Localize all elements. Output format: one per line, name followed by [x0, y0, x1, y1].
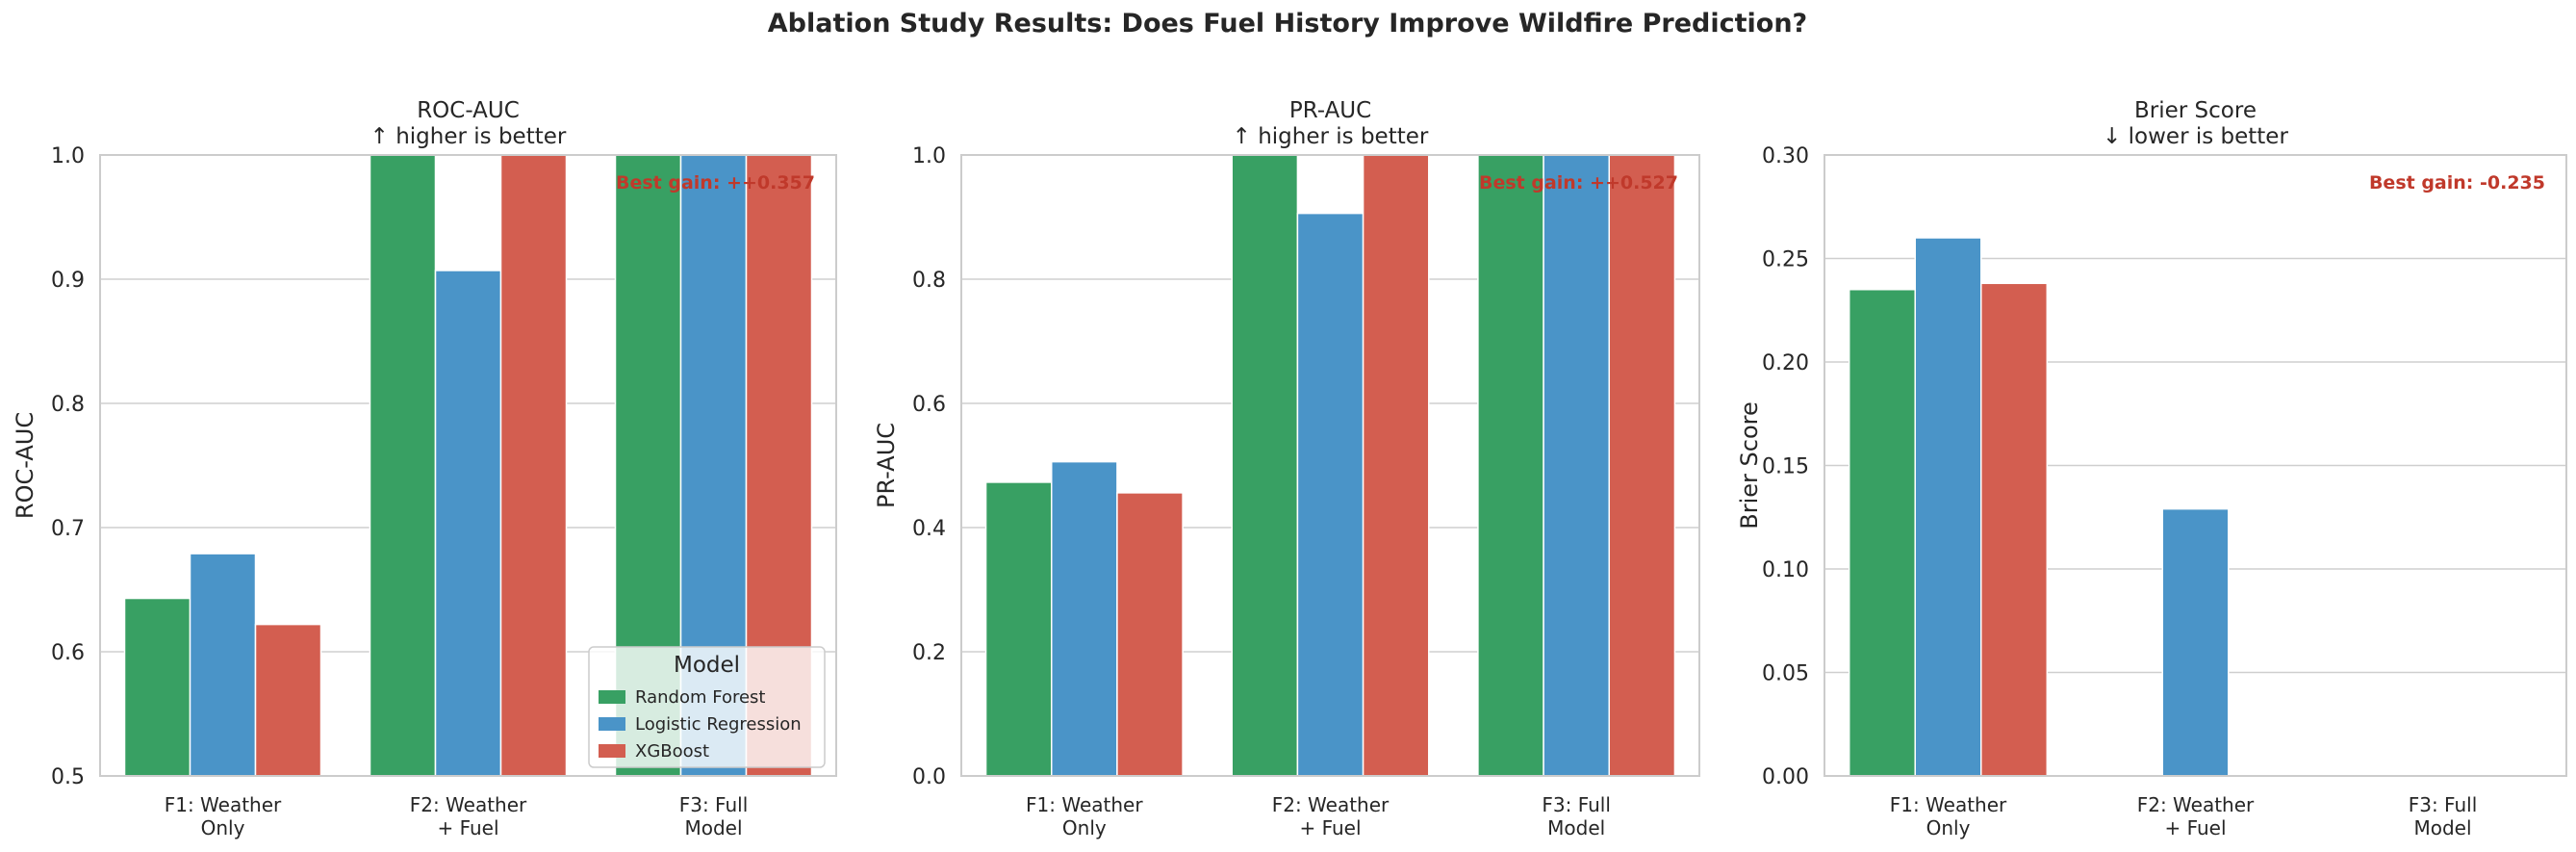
y-tick-label: 0.5	[51, 765, 85, 789]
best-gain-annotation: Best gain: ++0.527	[1479, 172, 1678, 194]
legend-box	[588, 646, 826, 768]
bar-logistic-regression-2	[1296, 212, 1365, 777]
y-tick-label: 0.00	[1762, 765, 1809, 789]
x-tick-label: F1: Weather Only	[1890, 793, 2007, 839]
bar-xgboost-2	[1362, 154, 1430, 777]
bar-random-forest-1	[1848, 289, 1916, 777]
bar-xgboost-1	[1116, 492, 1184, 777]
figure-suptitle: Ablation Study Results: Does Fuel Histor…	[768, 9, 1807, 39]
bar-logistic-regression-1	[1914, 237, 1982, 777]
y-tick-label: 0.25	[1762, 248, 1809, 272]
bar-random-forest-1	[984, 481, 1053, 777]
panel-brier-score: 0.00 0.05 0.10 0.15 0.20 0.25 0.30 F1: Weather O…	[1736, 98, 2567, 839]
bar-logistic-regression-1	[189, 553, 257, 777]
bar-logistic-regression-1	[1050, 460, 1118, 777]
y-tick-label: 0.2	[912, 641, 946, 665]
y-axis-label: PR-AUC	[873, 423, 900, 508]
legend-label-logistic-regression: Logistic Regression	[635, 714, 802, 735]
y-axis-label: ROC-AUC	[12, 412, 38, 519]
best-gain-annotation: Best gain: -0.235	[2369, 172, 2545, 194]
bar-xgboost-3	[1608, 154, 1676, 777]
y-tick-label: 0.0	[912, 765, 946, 789]
x-tick-label: F2: Weather + Fuel	[2137, 793, 2255, 839]
y-tick-label: 0.8	[51, 393, 85, 417]
y-tick-label: 0.7	[51, 517, 85, 541]
legend-swatch-logistic-regression	[599, 717, 625, 731]
y-tick-label: 0.4	[912, 517, 946, 541]
y-tick-label: 0.6	[912, 393, 946, 417]
y-tick-label: 1.0	[912, 144, 946, 168]
bar-random-forest-1	[123, 597, 191, 777]
panel-title: PR-AUC ↑ higher is better	[1233, 98, 1429, 149]
y-tick-label: 0.8	[912, 269, 946, 293]
y-tick-label: 0.10	[1762, 558, 1809, 582]
bar-xgboost-1	[1980, 282, 2049, 777]
bar-logistic-regression-2	[2161, 507, 2230, 777]
bar-random-forest-2	[1231, 154, 1299, 777]
x-tick-label: F3: Full Model	[679, 793, 749, 839]
y-tick-label: 0.15	[1762, 455, 1809, 479]
legend-swatch-xgboost	[599, 744, 625, 758]
x-tick-label: F2: Weather + Fuel	[1272, 793, 1390, 839]
y-tick-label: 0.6	[51, 641, 85, 665]
x-tick-label: F1: Weather Only	[165, 793, 282, 839]
x-tick-label: F1: Weather Only	[1026, 793, 1143, 839]
panel-title: ROC-AUC ↑ higher is better	[370, 98, 567, 149]
best-gain-annotation: Best gain: ++0.357	[616, 172, 815, 194]
bar-random-forest-2	[369, 154, 437, 777]
bar-xgboost-1	[254, 623, 322, 777]
legend-label-random-forest: Random Forest	[635, 687, 765, 708]
y-tick-label: 1.0	[51, 144, 85, 168]
x-tick-label: F3: Full Model	[2409, 793, 2478, 839]
axes-frame	[960, 154, 1700, 777]
legend-swatch-random-forest	[599, 690, 625, 704]
bar-xgboost-2	[499, 154, 568, 777]
y-axis-label: Brier Score	[1736, 401, 1763, 529]
y-tick-label: 0.20	[1762, 351, 1809, 375]
x-tick-label: F2: Weather + Fuel	[410, 793, 527, 839]
panel-title: Brier Score ↓ lower is better	[2103, 98, 2288, 149]
x-tick-label: F3: Full Model	[1542, 793, 1611, 839]
legend: Model Random Forest Logistic Regression XGB…	[588, 646, 826, 768]
y-tick-label: 0.30	[1762, 144, 1809, 168]
bar-logistic-regression-2	[434, 270, 502, 777]
bar-logistic-regression-3	[1543, 154, 1611, 777]
legend-title: Model	[674, 653, 740, 678]
legend-label-xgboost: XGBoost	[635, 741, 709, 762]
bar-random-forest-3	[1477, 154, 1544, 777]
axes-frame	[1824, 154, 2567, 777]
panel-pr-auc: 0.0 0.2 0.4 0.6 0.8 1.0 F1: Weather Only F2: Wea…	[873, 98, 1700, 839]
y-tick-label: 0.9	[51, 269, 85, 293]
axes-frame	[99, 154, 837, 777]
y-tick-label: 0.05	[1762, 662, 1809, 686]
